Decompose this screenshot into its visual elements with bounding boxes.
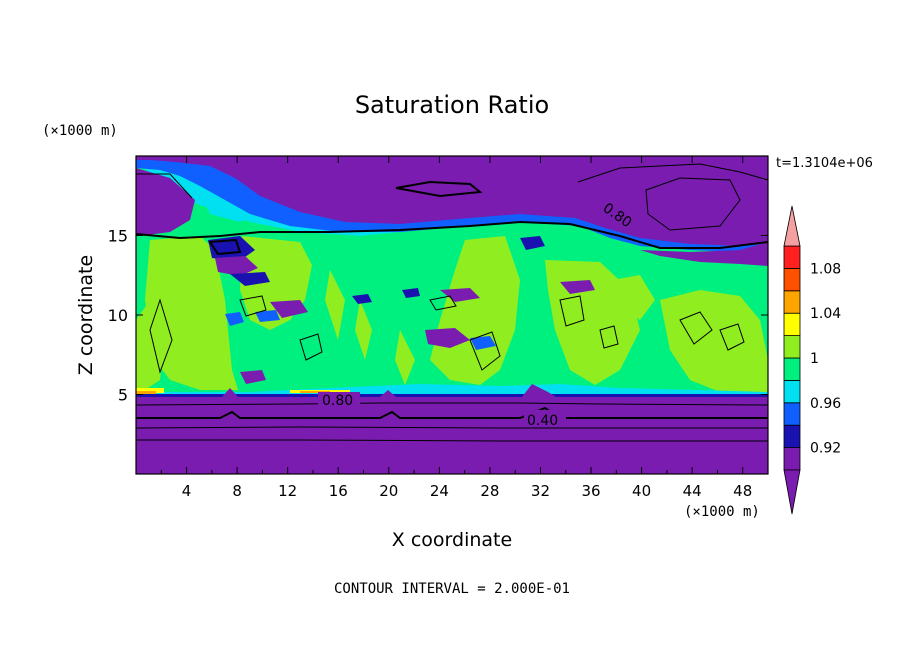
colorbar-segment-3 [783, 379, 801, 404]
colorbar-segment-9 [783, 245, 801, 269]
contour-label-0: 0.80 [322, 393, 353, 409]
field-lower-layer [136, 384, 768, 474]
y-axis-title: Z coordinate [75, 255, 97, 375]
field-upper-dry-layer [136, 156, 768, 266]
contour-interval-footer: CONTOUR INTERVAL = 2.000E-01 [334, 581, 570, 597]
field-mid-patches [208, 236, 595, 384]
x-tick-label-8: 36 [581, 482, 600, 500]
colorbar-label-4: 1.08 [810, 261, 841, 277]
y-tick-label-1: 10 [108, 306, 128, 325]
colorbar-segment-1 [783, 424, 801, 449]
x-tick-label-2: 12 [278, 482, 297, 500]
contour-label-1: 0.40 [527, 413, 558, 429]
colorbar-label-2: 1 [810, 351, 819, 367]
x-tick-label-1: 8 [232, 482, 242, 500]
x-tick-label-0: 4 [182, 482, 192, 500]
colorbar-segment-6 [783, 312, 801, 337]
triangle-down-icon [783, 469, 801, 515]
saturation-field [136, 156, 768, 474]
x-tick-label-4: 20 [379, 482, 398, 500]
y-tick-label-0: 5 [118, 386, 128, 405]
colorbar: 0.92 0.96 1 1.04 1.08 [783, 205, 841, 515]
x-tick-label-5: 24 [430, 482, 449, 500]
x-tick-label-3: 16 [329, 482, 348, 500]
colorbar-label-0: 0.92 [810, 441, 841, 457]
colorbar-segment-8 [783, 267, 801, 292]
y-tick-label-2: 15 [108, 227, 128, 246]
chart-title: Saturation Ratio [355, 91, 549, 119]
x-unit-label: (×1000 m) [684, 504, 760, 520]
y-axis-ticks: 5 10 15 [108, 227, 768, 405]
colorbar-segment-2 [783, 402, 801, 426]
x-tick-label-6: 28 [480, 482, 499, 500]
x-axis-ticks: 4 8 12 16 20 24 28 32 36 40 44 48 [160, 156, 752, 500]
colorbar-segment-0 [783, 447, 801, 471]
time-label: t=1.3104e+06 [776, 156, 873, 171]
colorbar-label-3: 1.04 [810, 306, 841, 322]
x-tick-label-10: 44 [683, 482, 702, 500]
colorbar-label-1: 0.96 [810, 396, 841, 412]
x-tick-label-11: 48 [733, 482, 752, 500]
triangle-up-icon [783, 205, 801, 247]
contour-lines [136, 163, 768, 442]
x-tick-label-9: 40 [632, 482, 651, 500]
colorbar-segment-4 [783, 357, 801, 381]
colorbar-segment-7 [783, 290, 801, 314]
x-tick-label-7: 32 [531, 482, 550, 500]
y-unit-label: (×1000 m) [42, 123, 118, 139]
colorbar-segment-5 [783, 335, 801, 359]
x-axis-title: X coordinate [392, 529, 512, 551]
